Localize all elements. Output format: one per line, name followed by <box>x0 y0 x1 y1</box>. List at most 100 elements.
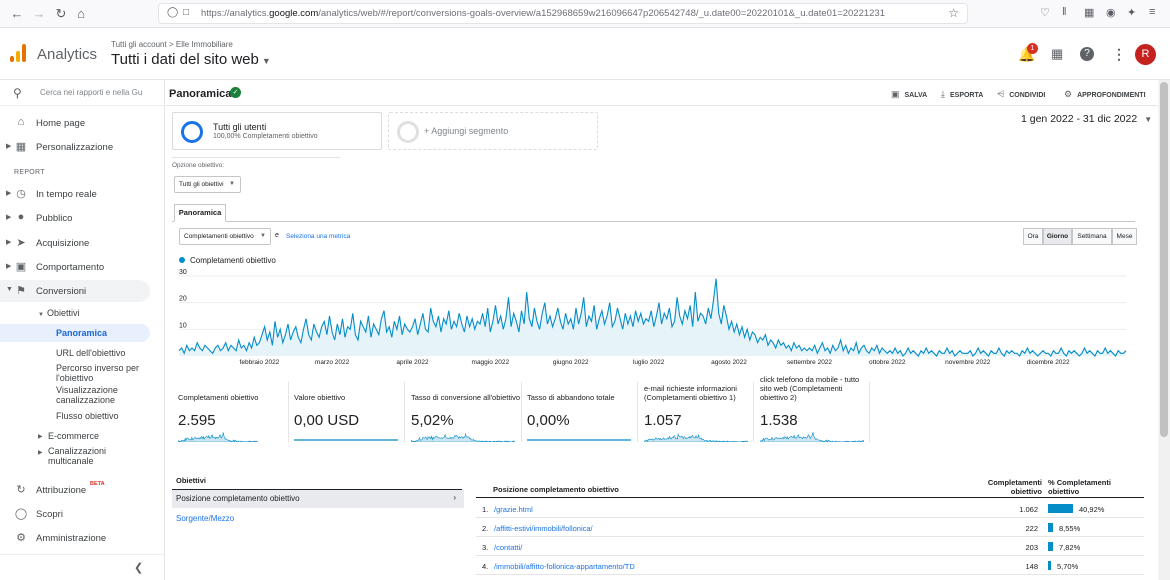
sidebar-item-home[interactable]: ⌂ Home page <box>0 112 150 134</box>
forward-icon[interactable]: → <box>32 6 46 21</box>
chevron-down-icon: ▼ <box>229 181 235 187</box>
expand-arrow-icon: ▶ <box>38 450 43 456</box>
sidebar-item-acquisizione[interactable]: ▶ ➤ Acquisizione <box>6 237 90 249</box>
kpi-valore[interactable]: Valore obiettivo 0,00 USD <box>294 382 406 442</box>
sidebar-item-tempo-reale[interactable]: ▶ ◷ In tempo reale <box>6 188 97 200</box>
x-tick-label: luglio 2022 <box>633 359 665 366</box>
view-selector[interactable]: Tutti i dati del sito web ▼ <box>111 51 271 68</box>
row-link[interactable]: /contatti/ <box>494 543 523 552</box>
url-text[interactable]: https://analytics.google.com/analytics/w… <box>201 8 886 19</box>
page-scrollbar[interactable] <box>1158 80 1170 580</box>
sparkline <box>527 439 631 441</box>
help-icon[interactable]: ? <box>1080 47 1094 61</box>
account-icon[interactable]: ◉ <box>1106 7 1116 19</box>
scrollbar-thumb[interactable] <box>1160 82 1168 437</box>
home-icon: ⌂ <box>17 116 25 128</box>
x-tick-label: novembre 2022 <box>945 359 991 366</box>
analytics-logo-icon <box>10 44 26 62</box>
sidebar-icon[interactable]: ▦ <box>1084 7 1095 19</box>
chevron-down-icon: ▼ <box>261 56 271 66</box>
sidebar-item-conversioni[interactable]: ▼ ⚑ Conversioni <box>0 280 150 302</box>
kpi-completamenti[interactable]: Completamenti obiettivo 2.595 <box>178 382 290 442</box>
search-input[interactable]: Cerca nei rapporti e nella Gu <box>40 88 143 97</box>
segment-all-users[interactable]: Tutti gli utenti 100,00% Completamenti o… <box>172 112 382 150</box>
kpi-tasso-conversione[interactable]: Tasso di conversione all'obiettivo 5,02% <box>411 382 523 442</box>
objectives-item-sorgente[interactable]: Sorgente/Mezzo <box>176 514 235 523</box>
empty-segment-ring-icon <box>397 121 419 143</box>
extensions-icon[interactable]: ✦ <box>1127 7 1137 19</box>
table-row: 2. /affitti-estivi/immobili/follonica/ 2… <box>476 518 1144 537</box>
sidebar-item-percorso-inverso[interactable]: Percorso inverso per l'obiettivo <box>56 363 140 383</box>
objectives-item-posizione[interactable]: Posizione completamento obiettivo › <box>172 490 464 508</box>
apps-grid-icon[interactable]: ▦ <box>1051 46 1064 61</box>
share-bar <box>1048 504 1073 513</box>
collapse-sidebar-icon[interactable]: ❮ <box>134 562 144 574</box>
sidebar-item-url-obiettivo[interactable]: URL dell'obiettivo <box>56 348 126 358</box>
table-header: Posizione completamento obiettivo Comple… <box>476 476 1144 498</box>
date-range-picker[interactable]: 1 gen 2022 - 31 dic 2022 ▼ <box>1021 113 1153 125</box>
sidebar-item-pubblico[interactable]: ▶ ● Pubblico <box>6 211 73 224</box>
sparkline <box>411 432 515 442</box>
row-link[interactable]: /immobili/affitto-follonica-appartamento… <box>494 562 635 571</box>
sparkline-area <box>178 432 258 442</box>
collapse-arrow-icon: ▼ <box>38 312 44 318</box>
granularity-week-button[interactable]: Settimana <box>1072 228 1112 245</box>
sidebar-item-panoramica[interactable]: Panoramica <box>0 324 150 342</box>
sidebar-item-obiettivi[interactable]: ▼ Obiettivi <box>38 308 80 318</box>
lock-icon[interactable]: □ <box>183 7 190 18</box>
address-bar[interactable]: ◯ □ https://analytics.google.com/analyti… <box>158 3 968 24</box>
export-button[interactable]: ⤓ ESPORTA <box>941 89 984 99</box>
back-icon[interactable]: ← <box>10 6 24 21</box>
more-vert-icon[interactable]: ⋮ <box>1112 46 1126 62</box>
sidebar-item-scopri[interactable]: ◯ Scopri <box>14 508 63 520</box>
share-button[interactable]: ⩤ CONDIVIDI <box>997 89 1046 99</box>
sidebar-item-flusso[interactable]: Flusso obiettivo <box>56 411 119 421</box>
breadcrumb[interactable]: Tutti gli account > Elle Immobiliare <box>111 40 233 49</box>
expand-arrow-icon: ▶ <box>38 434 43 440</box>
avatar[interactable]: R <box>1135 44 1156 65</box>
library-icon[interactable]: ‖ <box>1062 6 1067 18</box>
home-icon[interactable]: ⌂ <box>77 6 85 21</box>
insights-button[interactable]: ⚙ APPROFONDIMENTI <box>1064 89 1146 99</box>
segment-ring-icon <box>181 121 203 143</box>
notification-badge: 1 <box>1027 43 1038 54</box>
granularity-month-button[interactable]: Mese <box>1112 228 1137 245</box>
reload-icon[interactable]: ↻ <box>55 6 67 21</box>
vs-label: e <box>275 232 279 239</box>
pocket-icon[interactable]: ♡ <box>1040 7 1050 19</box>
bookmark-star-icon[interactable]: ☆ <box>948 6 959 20</box>
sidebar-item-amministrazione[interactable]: ⚙ Amministrazione <box>0 527 150 549</box>
sidebar-item-canalizzazioni[interactable]: ▶ Canalizzazioni multicanale <box>38 446 107 466</box>
kpi-tasso-abbandono[interactable]: Tasso di abbandono totale 0,00% <box>527 382 639 442</box>
attribution-icon: ↻ <box>16 484 26 496</box>
sidebar-item-attribuzione[interactable]: ↻ Attribuzione BETA <box>0 479 150 501</box>
app-name: Analytics <box>37 46 98 63</box>
sidebar-search[interactable]: ⚲ Cerca nei rapporti e nella Gu <box>0 80 165 106</box>
select-metric-link[interactable]: Seleziona una metrica <box>286 233 351 240</box>
search-icon: ⚲ <box>13 86 22 100</box>
granularity-day-button[interactable]: Giorno <box>1043 228 1072 245</box>
menu-icon[interactable]: ≡ <box>1149 6 1156 18</box>
insights-icon: ⚙ <box>1064 89 1073 99</box>
shield-icon[interactable]: ◯ <box>167 7 179 18</box>
objectives-heading: Obiettivi <box>172 476 462 490</box>
add-segment-button[interactable]: + Aggiungi segmento <box>388 112 598 150</box>
report-toolbar: Panoramica ✓ ▣ SALVA ⤓ ESPORTA ⩤ CONDIVIDI … <box>166 80 1157 106</box>
row-link[interactable]: /grazie.html <box>494 505 533 514</box>
row-link[interactable]: /affitti-estivi/immobili/follonica/ <box>494 524 593 533</box>
y-tick-label: 30 <box>179 269 187 276</box>
beta-badge: BETA <box>90 481 105 487</box>
sidebar-item-ecommerce[interactable]: ▶ E-commerce <box>38 431 100 441</box>
expand-arrow-icon: ▶ <box>6 143 12 150</box>
metric-select[interactable]: Completamenti obiettivo ▼ <box>179 228 271 245</box>
share-bar <box>1048 542 1053 551</box>
sidebar-item-visualizzazione[interactable]: Visualizzazione canalizzazione <box>56 385 118 405</box>
goal-option-select[interactable]: Tutti gli obiettivi ▼ <box>174 176 241 193</box>
save-button[interactable]: ▣ SALVA <box>891 89 928 99</box>
kpi-email-richieste[interactable]: e-mail richieste informazioni (Completam… <box>644 382 756 442</box>
tab-panoramica[interactable]: Panoramica <box>174 204 226 222</box>
kpi-click-telefono[interactable]: click telefono da mobile - tutto sito we… <box>760 375 872 442</box>
sidebar-item-personalizzazione[interactable]: ▶ ▦ Personalizzazione <box>6 141 114 153</box>
sidebar-item-comportamento[interactable]: ▶ ▣ Comportamento <box>6 261 105 273</box>
granularity-hour-button[interactable]: Ora <box>1023 228 1043 245</box>
